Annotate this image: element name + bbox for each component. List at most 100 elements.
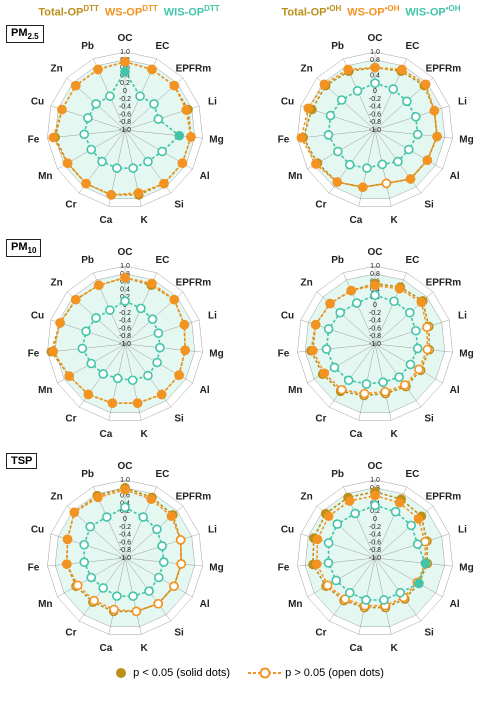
svg-text:K: K bbox=[141, 643, 149, 654]
svg-text:Ca: Ca bbox=[99, 643, 112, 654]
svg-text:Cu: Cu bbox=[31, 524, 44, 535]
svg-text:-0.4: -0.4 bbox=[119, 317, 131, 324]
svg-text:Cu: Cu bbox=[281, 96, 294, 107]
svg-text:Al: Al bbox=[450, 599, 460, 610]
svg-text:OC: OC bbox=[368, 461, 383, 472]
svg-text:K: K bbox=[391, 215, 399, 226]
svg-text:Pb: Pb bbox=[81, 255, 94, 266]
header-item: WS-OPDTT bbox=[105, 4, 158, 19]
svg-text:-0.2: -0.2 bbox=[119, 523, 131, 530]
svg-text:-0.6: -0.6 bbox=[119, 325, 131, 332]
header-item: WIS-OPDTT bbox=[164, 4, 220, 19]
svg-text:Si: Si bbox=[174, 199, 184, 210]
svg-text:Mg: Mg bbox=[209, 348, 223, 359]
svg-text:-0.6: -0.6 bbox=[119, 111, 131, 118]
header-item: Total-OP•OH bbox=[281, 4, 341, 19]
svg-text:EC: EC bbox=[405, 41, 419, 52]
svg-text:-0.8: -0.8 bbox=[369, 119, 381, 126]
svg-text:Ca: Ca bbox=[349, 643, 362, 654]
svg-text:-1.0: -1.0 bbox=[369, 555, 381, 562]
svg-text:0.4: 0.4 bbox=[370, 72, 380, 79]
svg-text:Li: Li bbox=[458, 524, 467, 535]
svg-text:-0.2: -0.2 bbox=[119, 309, 131, 316]
svg-text:Al: Al bbox=[450, 171, 460, 182]
svg-text:-0.6: -0.6 bbox=[369, 539, 381, 546]
svg-text:Fe: Fe bbox=[278, 562, 290, 573]
svg-text:Pb: Pb bbox=[331, 41, 344, 52]
svg-text:K: K bbox=[141, 429, 149, 440]
radar-grid: 1.00.80.60.40.20-0.2-0.4-0.6-0.8-1.0OCEC… bbox=[0, 21, 500, 663]
svg-text:EC: EC bbox=[155, 41, 169, 52]
svg-text:Si: Si bbox=[424, 199, 434, 210]
svg-text:Zn: Zn bbox=[51, 63, 63, 74]
svg-text:Mn: Mn bbox=[38, 171, 52, 182]
column-headers: Total-OPDTTWS-OPDTTWIS-OPDTT Total-OP•OH… bbox=[0, 0, 500, 21]
svg-text:Mg: Mg bbox=[459, 562, 473, 573]
svg-text:Ca: Ca bbox=[99, 429, 112, 440]
svg-text:OC: OC bbox=[118, 461, 133, 472]
svg-text:-0.4: -0.4 bbox=[369, 103, 381, 110]
svg-text:OC: OC bbox=[118, 247, 133, 258]
svg-text:Zn: Zn bbox=[301, 63, 313, 74]
svg-text:K: K bbox=[141, 215, 149, 226]
svg-text:Pb: Pb bbox=[81, 469, 94, 480]
solid-dot-icon bbox=[116, 668, 126, 678]
svg-text:-0.8: -0.8 bbox=[119, 547, 131, 554]
row-label: PM10 bbox=[6, 239, 41, 257]
svg-text:0.8: 0.8 bbox=[370, 270, 380, 277]
svg-text:OC: OC bbox=[368, 33, 383, 44]
svg-text:Li: Li bbox=[208, 96, 217, 107]
svg-text:0: 0 bbox=[373, 88, 377, 95]
svg-text:Cu: Cu bbox=[281, 524, 294, 535]
svg-text:EC: EC bbox=[155, 469, 169, 480]
header-item: WIS-OP•OH bbox=[405, 4, 460, 19]
svg-text:EPFRm: EPFRm bbox=[176, 491, 212, 502]
svg-text:EPFRm: EPFRm bbox=[426, 63, 462, 74]
header-dtt: Total-OPDTTWS-OPDTTWIS-OPDTT bbox=[8, 4, 250, 19]
svg-text:-0.4: -0.4 bbox=[119, 531, 131, 538]
svg-text:Si: Si bbox=[174, 627, 184, 638]
svg-text:-0.2: -0.2 bbox=[369, 523, 381, 530]
svg-text:EC: EC bbox=[405, 469, 419, 480]
svg-text:Mg: Mg bbox=[209, 562, 223, 573]
svg-text:-1.0: -1.0 bbox=[119, 341, 131, 348]
svg-text:0: 0 bbox=[373, 302, 377, 309]
radar-panel: 1.00.80.60.40.20-0.2-0.4-0.6-0.8-1.0OCEC… bbox=[250, 21, 500, 235]
svg-text:Zn: Zn bbox=[51, 277, 63, 288]
svg-text:EC: EC bbox=[405, 255, 419, 266]
svg-text:0: 0 bbox=[373, 516, 377, 523]
svg-text:-0.4: -0.4 bbox=[119, 103, 131, 110]
radar-panel: 1.00.80.60.40.20-0.2-0.4-0.6-0.8-1.0OCEC… bbox=[0, 235, 250, 449]
svg-text:1.0: 1.0 bbox=[120, 263, 130, 270]
radar-panel: 1.00.80.60.40.20-0.2-0.4-0.6-0.8-1.0OCEC… bbox=[0, 21, 250, 235]
svg-text:-0.8: -0.8 bbox=[369, 333, 381, 340]
svg-text:Al: Al bbox=[200, 385, 210, 396]
svg-text:-0.8: -0.8 bbox=[119, 333, 131, 340]
row-label: PM2.5 bbox=[6, 25, 44, 43]
svg-text:Mn: Mn bbox=[288, 385, 302, 396]
svg-text:1.0: 1.0 bbox=[370, 49, 380, 56]
svg-text:EPFRm: EPFRm bbox=[176, 63, 212, 74]
figure-container: Total-OPDTTWS-OPDTTWIS-OPDTT Total-OP•OH… bbox=[0, 0, 500, 687]
svg-text:Cu: Cu bbox=[31, 310, 44, 321]
svg-text:Cr: Cr bbox=[65, 627, 76, 638]
svg-text:Pb: Pb bbox=[81, 41, 94, 52]
svg-text:Ca: Ca bbox=[349, 215, 362, 226]
svg-text:-0.2: -0.2 bbox=[369, 95, 381, 102]
svg-text:Mg: Mg bbox=[459, 134, 473, 145]
svg-text:Cr: Cr bbox=[65, 413, 76, 424]
svg-text:Mg: Mg bbox=[209, 134, 223, 145]
svg-text:0.8: 0.8 bbox=[370, 56, 380, 63]
svg-text:OC: OC bbox=[118, 33, 133, 44]
svg-text:1.0: 1.0 bbox=[120, 49, 130, 56]
svg-text:Fe: Fe bbox=[278, 348, 290, 359]
svg-text:1.0: 1.0 bbox=[370, 477, 380, 484]
svg-text:0.4: 0.4 bbox=[120, 286, 130, 293]
svg-text:Si: Si bbox=[424, 627, 434, 638]
svg-text:Fe: Fe bbox=[28, 562, 40, 573]
svg-text:-0.4: -0.4 bbox=[369, 317, 381, 324]
svg-text:Ca: Ca bbox=[99, 215, 112, 226]
svg-text:-0.2: -0.2 bbox=[369, 309, 381, 316]
radar-panel: 1.00.80.60.40.20-0.2-0.4-0.6-0.8-1.0OCEC… bbox=[0, 449, 250, 663]
open-dot-icon bbox=[248, 667, 282, 679]
